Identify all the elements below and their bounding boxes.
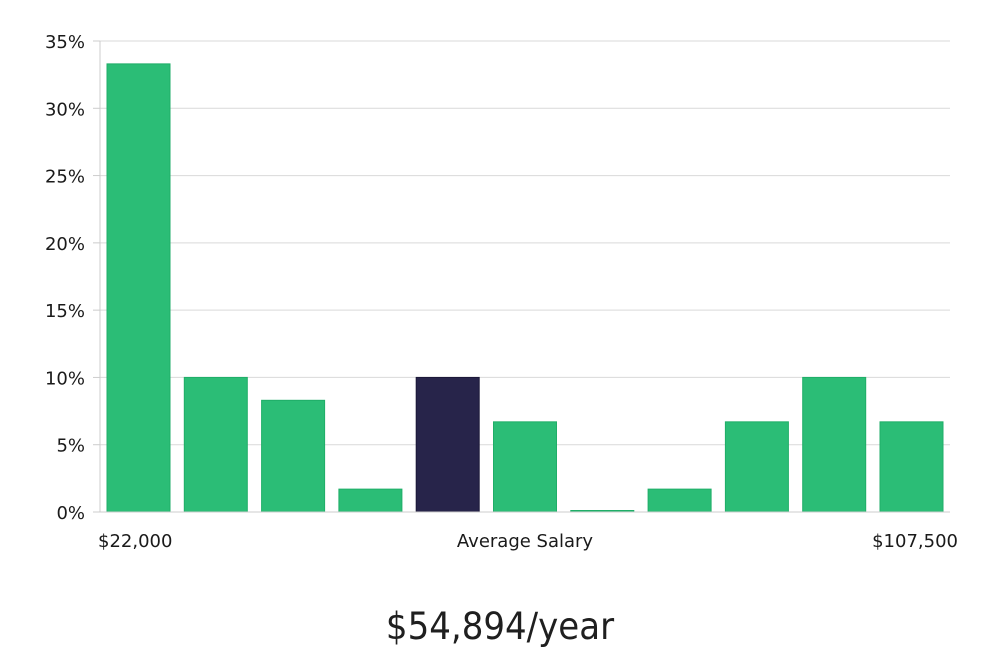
bar-11 <box>879 421 944 513</box>
y-tick-label: 30% <box>45 99 85 120</box>
y-tick-label: 35% <box>45 32 85 53</box>
x-max-label: $107,500 <box>872 531 958 552</box>
chart-svg: 0% 5% 10% 15% 20% 25% 30% 35% $22,000 Average S… <box>45 32 958 552</box>
bar-8 <box>647 488 712 513</box>
bar-layer <box>106 63 944 513</box>
y-tick-label: 5% <box>56 436 85 457</box>
bar-average-salary <box>415 376 480 513</box>
bar-6 <box>493 421 557 513</box>
bar-2 <box>183 376 248 513</box>
bar-4 <box>338 488 403 513</box>
bar-3 <box>261 399 326 513</box>
axis-layer <box>99 41 950 513</box>
x-min-label: $22,000 <box>98 531 172 552</box>
x-center-label: Average Salary <box>457 531 594 552</box>
y-tick-label: 10% <box>45 368 85 389</box>
y-tick-labels: 0% 5% 10% 15% 20% 25% 30% 35% <box>45 32 100 524</box>
y-tick-label: 15% <box>45 301 85 322</box>
y-tick-label: 25% <box>45 167 85 188</box>
bar-10 <box>802 376 867 513</box>
bar-9 <box>724 421 789 513</box>
average-salary-headline: $54,894/year <box>385 605 615 648</box>
bar-1 <box>106 63 171 513</box>
y-tick-label: 20% <box>45 234 85 255</box>
y-tick-label: 0% <box>56 503 85 524</box>
